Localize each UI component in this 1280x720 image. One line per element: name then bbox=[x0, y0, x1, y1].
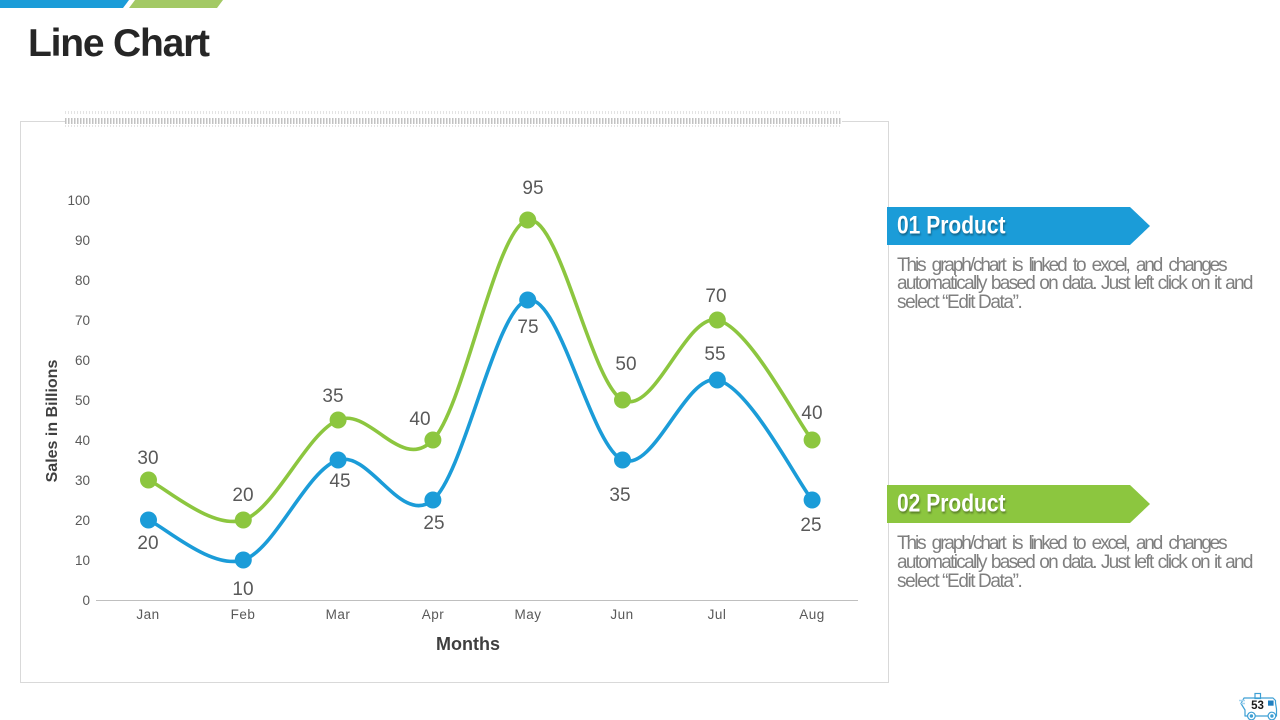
svg-text:53: 53 bbox=[1251, 700, 1264, 712]
